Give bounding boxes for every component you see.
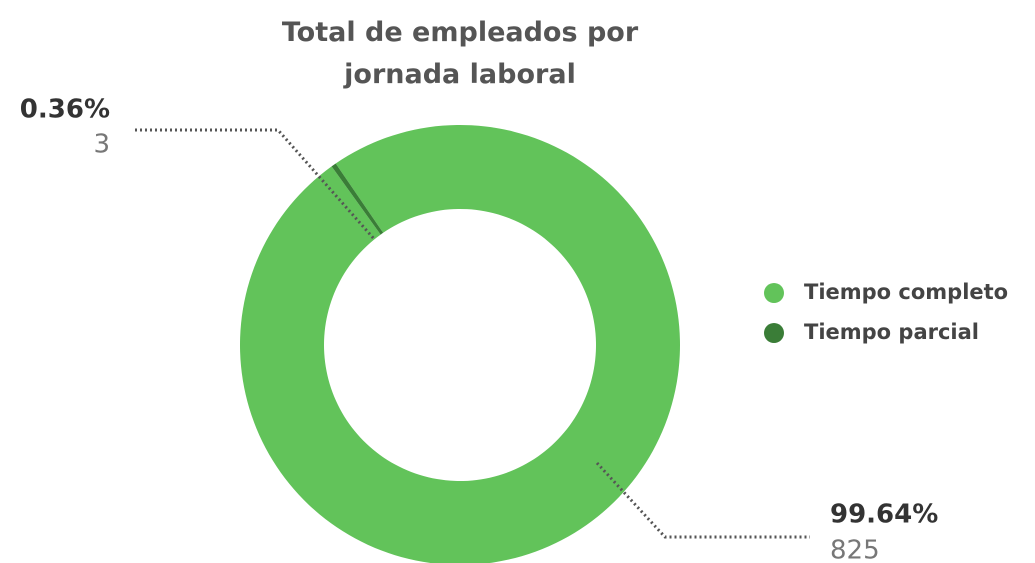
legend-label: Tiempo parcial [804,320,979,344]
percentage-label: 0.36% [20,95,110,125]
chart-title: Total de empleados por jornada laboral [281,17,639,90]
legend-label: Tiempo completo [804,280,1008,304]
leader-line [135,128,377,241]
donut-slice [331,163,384,235]
legend-marker [764,323,784,343]
legend-marker [764,283,784,303]
donut-slice [239,125,680,563]
percentage-label: 99.64% [830,500,938,530]
value-label: 825 [830,536,880,563]
value-label: 3 [93,130,110,160]
leader-line [595,461,810,539]
